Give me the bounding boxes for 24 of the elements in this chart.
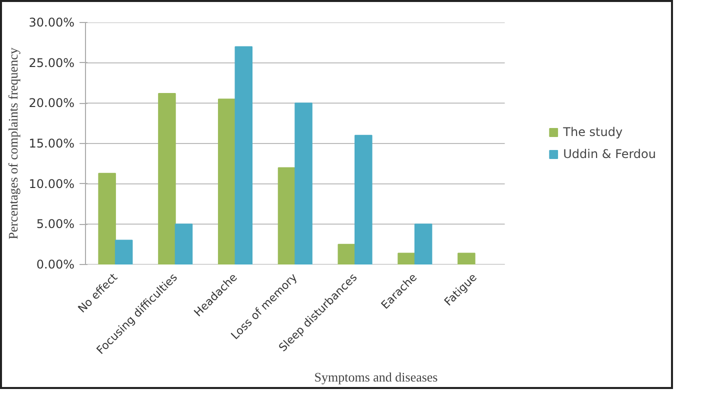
bar [458,252,476,264]
bar [414,224,432,264]
bar [174,224,193,264]
y-tick-label: 30.00% [28,16,75,30]
y-tick-label: 15.00% [28,136,75,150]
bar [218,98,236,264]
y-tick-label: 0.00% [36,258,75,272]
y-tick-label: 25.00% [28,56,75,70]
bar [398,252,416,264]
legend-label: The study [563,125,623,139]
bar [158,92,176,264]
y-tick-label: 10.00% [28,176,75,191]
y-axis-title: Percentages of complaints frequency [6,47,21,240]
bar [294,102,312,264]
bar [114,240,133,264]
bar [354,134,372,264]
legend-label: Uddin & Ferdou [563,147,656,161]
bar [98,172,116,264]
bar [278,167,296,264]
y-tick-label: 5.00% [36,217,75,232]
y-tick-label: 20.00% [28,96,75,110]
bar [234,46,253,264]
bar [338,244,356,264]
x-axis-title: Symptoms and diseases [314,369,438,384]
